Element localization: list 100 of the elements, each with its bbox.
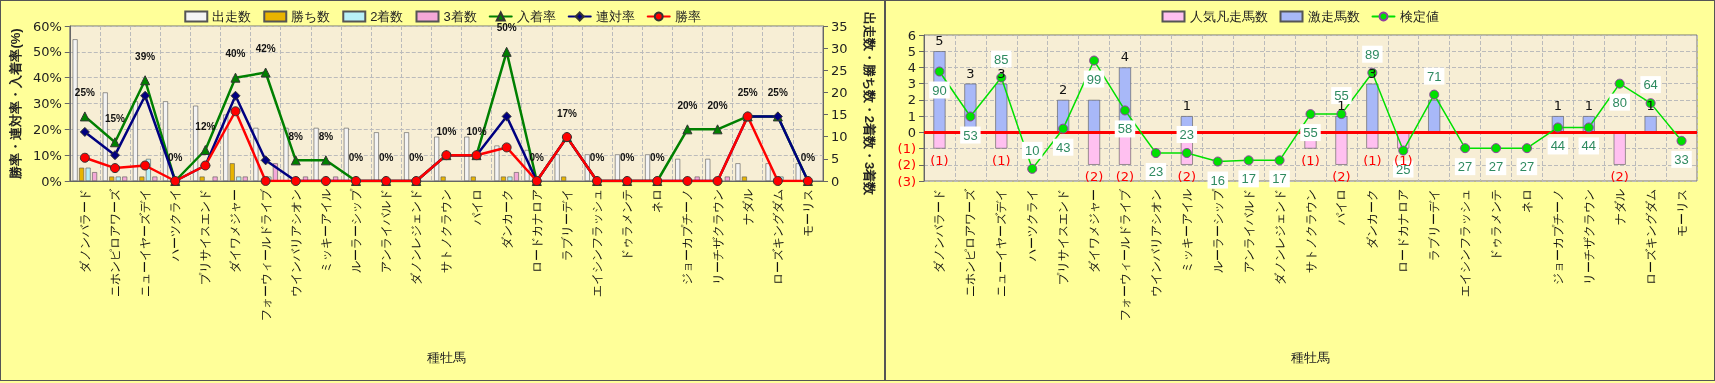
y-tick-label: 5	[907, 43, 916, 59]
y2-tick-label: 15	[831, 107, 848, 123]
x-tick-label: プリサイスエンド	[198, 189, 213, 285]
y-tick-label: (1)	[897, 141, 916, 157]
x-tick-label: フォーウィールドライブ	[258, 188, 273, 321]
data-label: (1)	[992, 152, 1011, 168]
x-tick-label: ハーツクライ	[168, 189, 183, 262]
y-tick-label: 30%	[32, 96, 62, 111]
x-tick-label: ルーラーシップ	[1210, 188, 1225, 273]
x-tick-label: パイロ	[1334, 189, 1349, 226]
legend-label: 勝ち数	[291, 9, 331, 24]
data-label: (2)	[1177, 168, 1197, 184]
x-tick-label: ミッキーアイル	[1179, 189, 1194, 273]
data-label: 25%	[737, 86, 758, 98]
data-label: 0%	[348, 151, 364, 163]
data-label: 0%	[650, 151, 665, 163]
data-label: 8%	[318, 130, 334, 142]
y2-tick-label: 20	[831, 84, 848, 100]
data-label: 3	[1368, 65, 1377, 81]
x-tick-label: ナダル	[1612, 189, 1627, 225]
data-label: 99	[1086, 71, 1102, 87]
data-label: 0%	[619, 151, 635, 163]
data-label: 64	[1643, 77, 1658, 93]
x-tick-label: ネロ	[650, 189, 665, 213]
y-tick-label: 1	[907, 108, 916, 124]
data-label: 55	[1303, 125, 1318, 141]
x-tick-label: ネロ	[1519, 189, 1534, 213]
y-tick-label: 50%	[32, 44, 62, 60]
x-tick-label: ダンカーク	[499, 189, 514, 249]
data-label: 17%	[556, 107, 578, 119]
y2-tick-label: 0	[831, 173, 840, 189]
x-tick-label: ウインバリアシオン	[1148, 189, 1163, 297]
data-label: 44	[1581, 138, 1597, 154]
x-tick-label: ダンカーク	[1365, 189, 1380, 249]
data-label: 42%	[255, 43, 276, 54]
y-tick-label: 10%	[32, 147, 62, 163]
data-label: 27	[1457, 159, 1473, 175]
x-tick-label: ロードカナロア	[529, 189, 544, 273]
data-label: (2)	[1332, 168, 1351, 184]
data-label: 1	[1182, 98, 1191, 114]
data-label: 1	[1553, 98, 1562, 114]
data-label: 20%	[707, 99, 728, 111]
y-axis-title: 勝率・連対率・入着率(%)	[8, 28, 23, 180]
data-label: 25%	[767, 86, 788, 98]
legend-label: 入着率	[516, 9, 556, 24]
x-tick-label: アンライバルド	[1241, 189, 1256, 273]
data-label: 10%	[436, 125, 457, 137]
x-tick-label: アンライバルド	[379, 189, 394, 273]
legend-label: 連対率	[595, 9, 635, 24]
x-tick-label: ダノンレジェンド	[409, 189, 424, 285]
y-tick-label: 3	[907, 76, 916, 92]
x-tick-label: ニホンピロアワーズ	[107, 188, 122, 297]
y2-tick-label: 35	[831, 18, 848, 34]
x-tick-label: ニューイヤーズデイ	[138, 189, 153, 297]
data-label: 50%	[496, 22, 517, 34]
y-tick-label: (3)	[897, 173, 916, 189]
x-tick-label: モーリス	[800, 189, 815, 237]
y2-tick-label: 5	[831, 151, 840, 167]
data-label: 23	[1148, 164, 1164, 180]
data-label: 8%	[288, 130, 304, 142]
x-tick-label: ロードカナロア	[1396, 189, 1411, 273]
data-label: 17	[1272, 171, 1287, 187]
data-label: 2	[1059, 81, 1068, 97]
x-tick-label: ルーラーシップ	[349, 188, 364, 273]
data-label: 33	[1674, 151, 1689, 167]
x-tick-label: ハーツクライ	[1025, 189, 1040, 262]
x-tick-label: ジョーカプチーノ	[680, 189, 695, 285]
y2-tick-label: 25	[831, 62, 848, 78]
data-label: 12%	[195, 120, 216, 132]
data-label: 4	[1120, 49, 1130, 65]
data-label: 40%	[225, 48, 246, 60]
data-label: 17	[1241, 171, 1256, 187]
legend-label: 2着数	[370, 9, 404, 24]
x-tick-label: リーチザクラウン	[1581, 189, 1596, 285]
y2-axis-title: 出走数・勝ち数・2着数・3着数	[862, 11, 877, 197]
legend-label: 検定値	[1399, 9, 1439, 24]
data-label: (2)	[1084, 168, 1104, 184]
data-label: 27	[1488, 159, 1504, 175]
x-tick-label: モーリス	[1674, 189, 1689, 237]
x-tick-label: エイシンフラッシュ	[590, 189, 605, 297]
x-tick-label: ラブリーデイ	[1427, 189, 1442, 261]
x-tick-label: ダノンバラード	[77, 189, 92, 273]
x-tick-label: ダイワメジャー	[1087, 189, 1102, 273]
data-label: (2)	[1115, 168, 1135, 184]
data-label: 5	[935, 33, 944, 49]
data-label: 0%	[800, 151, 816, 163]
x-tick-label: パイロ	[469, 189, 484, 226]
x-tick-label: ローズキングダム	[770, 189, 785, 285]
y2-tick-label: 30	[831, 40, 848, 56]
data-label: (1)	[930, 152, 949, 168]
data-label: 89	[1365, 46, 1380, 62]
data-label: 43	[1055, 139, 1071, 155]
data-label: 90	[932, 82, 947, 98]
data-label: 44	[1550, 138, 1566, 154]
y-tick-label: 40%	[32, 70, 62, 86]
x-tick-label: ニューイヤーズデイ	[994, 189, 1009, 297]
y-tick-label: 2	[907, 92, 916, 108]
x-tick-label: リーチザクラウン	[710, 189, 725, 285]
x-tick-label: ミッキーアイル	[318, 189, 333, 273]
y-tick-label: 20%	[32, 121, 62, 137]
